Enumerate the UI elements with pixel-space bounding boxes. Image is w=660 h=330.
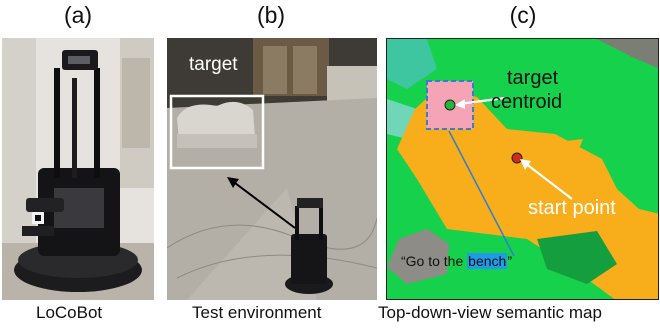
caption-a: LoCoBot: [36, 303, 103, 322]
start-point-label: start point: [528, 197, 616, 219]
instruction-prefix: “Go to the: [401, 253, 468, 269]
centroid-label: centroid: [491, 91, 563, 113]
panel-a-letter: (a): [63, 2, 93, 28]
locobot-photo: [2, 38, 154, 300]
caption-c: Top-down-view semantic map: [378, 303, 602, 322]
instruction-highlight: bench: [467, 253, 508, 269]
instruction-suffix: ”: [507, 253, 512, 269]
caption-b: Test environment: [192, 303, 322, 322]
panel-c-letter: (c): [509, 2, 537, 28]
target-label: target: [507, 67, 559, 89]
semantic-map: target centroid start point “Go to the b…: [386, 38, 659, 300]
panel-b-letter: (b): [256, 2, 286, 28]
test-environment-photo: target: [167, 38, 377, 300]
target-overlay-label: target: [189, 54, 238, 75]
instruction-quote: “Go to the bench”: [401, 253, 512, 269]
